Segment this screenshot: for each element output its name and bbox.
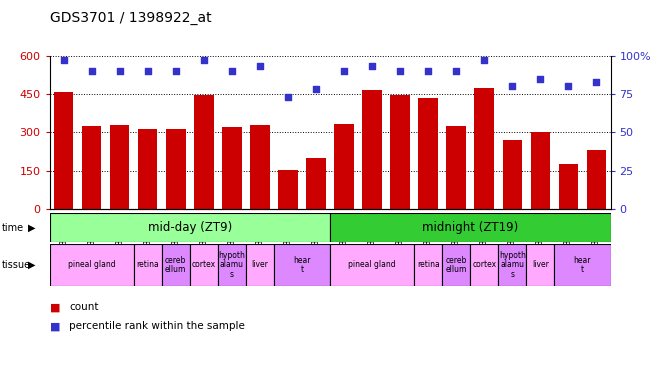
Point: [114, 68, 125, 74]
Point: [226, 68, 237, 74]
Text: hear
t: hear t: [574, 256, 591, 274]
Point: [339, 68, 349, 74]
Text: liver: liver: [532, 260, 549, 270]
Text: retina: retina: [417, 260, 440, 270]
Text: retina: retina: [137, 260, 159, 270]
Point: [170, 68, 181, 74]
Point: [143, 68, 153, 74]
Bar: [330, 213, 610, 242]
Bar: [82, 126, 102, 209]
Bar: [190, 244, 218, 286]
Bar: [330, 244, 414, 286]
Text: ■: ■: [50, 302, 60, 312]
Text: time: time: [1, 222, 24, 233]
Point: [367, 63, 378, 70]
Bar: [414, 244, 442, 286]
Text: ■: ■: [50, 321, 60, 331]
Text: ▶: ▶: [28, 260, 35, 270]
Bar: [166, 129, 185, 209]
Text: pineal gland: pineal gland: [348, 260, 396, 270]
Bar: [558, 164, 578, 209]
Bar: [162, 244, 190, 286]
Bar: [475, 88, 494, 209]
Bar: [527, 244, 554, 286]
Point: [423, 68, 434, 74]
Bar: [502, 140, 522, 209]
Text: cereb
ellum: cereb ellum: [165, 256, 186, 274]
Bar: [498, 244, 527, 286]
Text: percentile rank within the sample: percentile rank within the sample: [69, 321, 245, 331]
Point: [255, 63, 265, 70]
Bar: [390, 95, 410, 209]
Text: hear
t: hear t: [293, 256, 311, 274]
Point: [58, 57, 69, 63]
Bar: [554, 244, 610, 286]
Text: hypoth
alamu
s: hypoth alamu s: [218, 251, 246, 279]
Text: cortex: cortex: [472, 260, 496, 270]
Point: [86, 68, 97, 74]
Bar: [218, 244, 246, 286]
Bar: [274, 244, 330, 286]
Bar: [138, 129, 158, 209]
Bar: [418, 98, 438, 209]
Bar: [446, 126, 466, 209]
Text: midnight (ZT19): midnight (ZT19): [422, 221, 518, 234]
Text: GDS3701 / 1398922_at: GDS3701 / 1398922_at: [50, 11, 211, 25]
Text: count: count: [69, 302, 99, 312]
Text: liver: liver: [251, 260, 269, 270]
Point: [199, 57, 209, 63]
Text: cortex: cortex: [191, 260, 216, 270]
Bar: [587, 151, 607, 209]
Point: [282, 94, 293, 100]
Point: [507, 83, 517, 89]
Point: [563, 83, 574, 89]
Point: [479, 57, 490, 63]
Point: [311, 86, 321, 93]
Text: pineal gland: pineal gland: [68, 260, 115, 270]
Bar: [133, 244, 162, 286]
Bar: [362, 90, 382, 209]
Bar: [306, 158, 326, 209]
Text: tissue: tissue: [1, 260, 30, 270]
Bar: [53, 91, 73, 209]
Bar: [50, 213, 330, 242]
Bar: [194, 95, 214, 209]
Bar: [50, 244, 133, 286]
Text: cereb
ellum: cereb ellum: [446, 256, 467, 274]
Text: hypoth
alamu
s: hypoth alamu s: [499, 251, 526, 279]
Text: ▶: ▶: [28, 222, 35, 233]
Bar: [470, 244, 498, 286]
Text: mid-day (ZT9): mid-day (ZT9): [148, 221, 232, 234]
Bar: [442, 244, 470, 286]
Bar: [334, 124, 354, 209]
Point: [535, 76, 546, 82]
Bar: [246, 244, 274, 286]
Point: [395, 68, 405, 74]
Point: [591, 79, 602, 85]
Bar: [110, 125, 129, 209]
Bar: [531, 132, 550, 209]
Bar: [222, 127, 242, 209]
Bar: [278, 170, 298, 209]
Point: [451, 68, 461, 74]
Bar: [250, 125, 270, 209]
